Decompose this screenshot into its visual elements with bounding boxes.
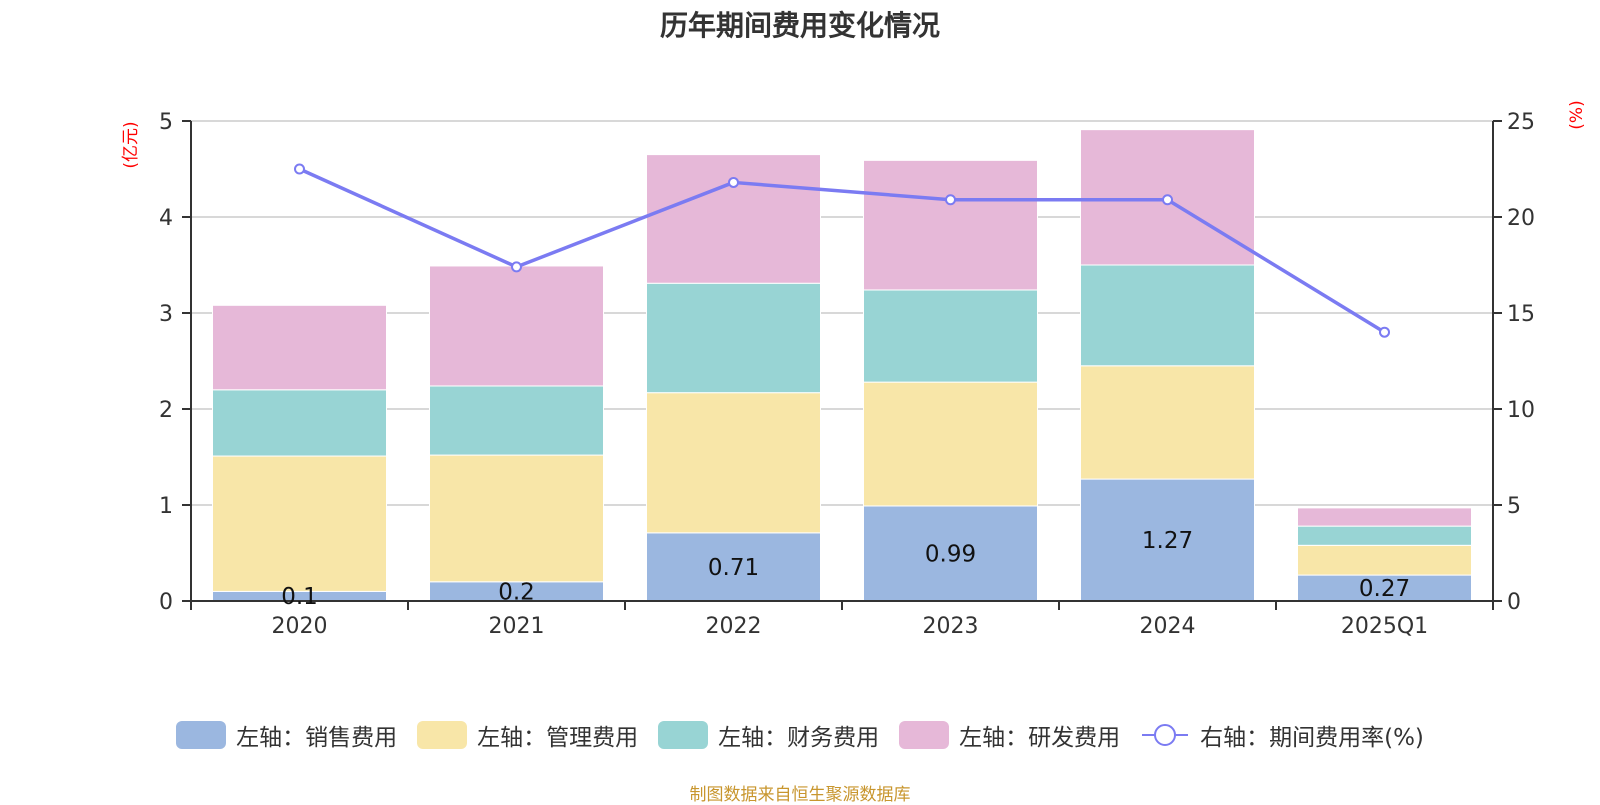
data-source-note: 制图数据来自恒生聚源数据库 (689, 785, 911, 805)
rate-point (728, 176, 739, 188)
left-axis-tick-label: 5 (159, 110, 173, 135)
legend-item-sales[interactable]: 左轴：销售费用 (176, 718, 397, 752)
bar-series (212, 129, 1472, 602)
left-axis-tick-label: 3 (159, 302, 173, 327)
axes: 0 1 2 3 4 5 0 5 10 15 20 25 2020 2021 2022 2023 2024 2025… (159, 110, 1535, 639)
bar-value-label: 0.1 (281, 584, 318, 610)
right-axis-unit: (%) (1567, 100, 1587, 129)
bar-segment-rd (212, 304, 387, 391)
right-axis-tick-label: 25 (1507, 110, 1535, 135)
bar-segment-finance (429, 385, 604, 456)
bar-segment-admin (429, 454, 604, 583)
bar-segment-finance (863, 289, 1038, 383)
legend-swatch-rd (899, 721, 950, 749)
legend-label: 左轴：研发费用 (959, 725, 1121, 751)
bar-segment-rd (429, 265, 604, 387)
bar-segment-finance (1080, 264, 1255, 367)
bar-segment-sales (646, 532, 821, 602)
data-labels: 0.1 0.2 0.71 0.99 1.27 0.27 (281, 528, 1410, 610)
rate-line-series (294, 163, 1390, 338)
chart-title: 历年期间费用变化情况 (659, 9, 940, 42)
bar-segment-admin (212, 455, 387, 592)
rate-point (1162, 194, 1173, 206)
x-axis-tick-label: 2025Q1 (1341, 614, 1428, 639)
left-axis-tick-label: 1 (159, 494, 173, 519)
rate-point (294, 163, 305, 175)
right-axis-tick-label: 10 (1507, 398, 1535, 423)
legend-swatch-finance (658, 721, 709, 749)
bar-value-label: 0.71 (708, 555, 759, 581)
x-axis-tick-label: 2022 (706, 614, 762, 639)
bar-segment-finance (212, 389, 387, 457)
bar-segment-admin (1080, 365, 1255, 480)
right-axis-tick-label: 20 (1507, 206, 1535, 231)
x-axis-tick-label: 2021 (489, 614, 545, 639)
x-axis-tick-label: 2023 (923, 614, 979, 639)
rate-point (945, 194, 956, 206)
legend-label: 左轴：管理费用 (477, 725, 639, 751)
legend-label: 右轴：期间费用率(%) (1200, 725, 1424, 751)
bar-value-label: 0.99 (925, 541, 976, 567)
bar-value-label: 1.27 (1142, 528, 1193, 554)
bar-segment-sales (863, 505, 1038, 602)
rate-line (298, 167, 1386, 334)
rate-point (511, 261, 522, 273)
legend-swatch-admin (417, 721, 468, 749)
bar-segment-rd (863, 159, 1038, 291)
left-axis-tick-label: 4 (159, 206, 173, 231)
left-axis-tick-label: 0 (159, 590, 173, 615)
bar-segment-rd (646, 154, 821, 284)
x-axis-tick-label: 2024 (1140, 614, 1196, 639)
right-axis-tick-label: 15 (1507, 302, 1535, 327)
bar-value-label: 0.2 (498, 579, 535, 605)
bar-segment-rd (1297, 507, 1472, 527)
bar-segment-sales (1080, 478, 1255, 602)
legend-item-finance[interactable]: 左轴：财务费用 (658, 718, 879, 752)
right-axis-tick-label: 0 (1507, 590, 1521, 615)
legend-item-rd[interactable]: 左轴：研发费用 (899, 718, 1120, 752)
legend-label: 左轴：销售费用 (236, 725, 398, 751)
rate-point (1379, 326, 1390, 338)
legend-line-circle-icon (1142, 724, 1189, 746)
legend-swatch-sales (176, 721, 227, 749)
legend-item-rate[interactable]: 右轴：期间费用率(%) (1140, 718, 1424, 752)
left-axis-tick-label: 2 (159, 398, 173, 423)
left-axis-unit: (亿元) (121, 121, 141, 168)
bar-segment-admin (646, 392, 821, 534)
bar-segment-admin (863, 381, 1038, 507)
bar-segment-admin (1297, 544, 1472, 576)
bar-value-label: 0.27 (1359, 576, 1410, 602)
legend-label: 左轴：财务费用 (718, 725, 880, 751)
x-axis-tick-label: 2020 (272, 614, 328, 639)
bar-segment-finance (1297, 525, 1472, 546)
legend-item-admin[interactable]: 左轴：管理费用 (417, 718, 638, 752)
right-axis-tick-label: 5 (1507, 494, 1521, 519)
bar-segment-finance (646, 282, 821, 394)
bar-segment-sales (1297, 574, 1472, 602)
legend: 左轴：销售费用 左轴：管理费用 左轴：财务费用 左轴：研发费用 右轴：期间费用率… (0, 718, 1600, 752)
